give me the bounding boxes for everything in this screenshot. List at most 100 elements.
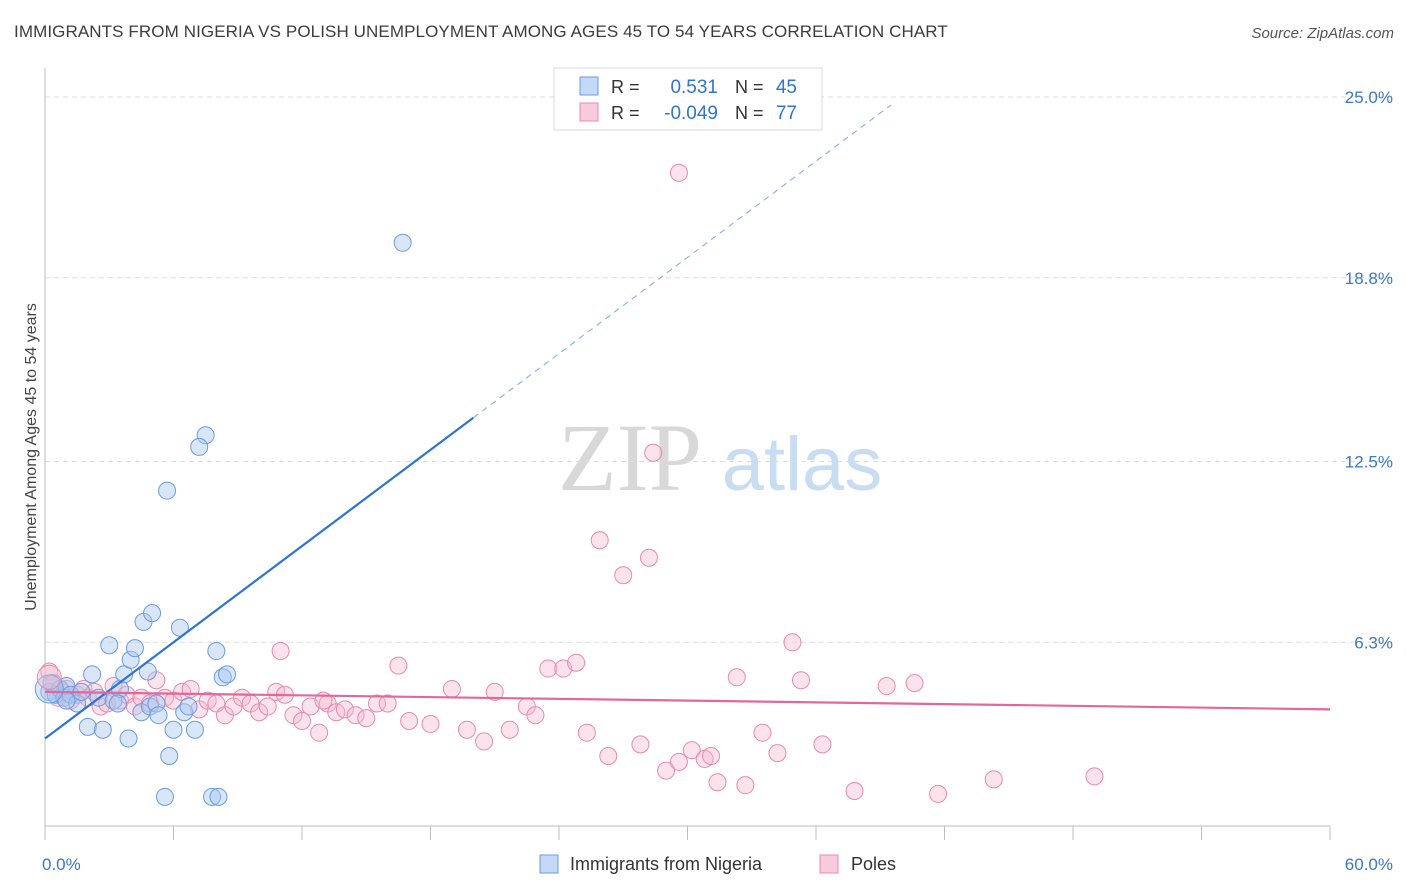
nigeria-point [78,717,97,736]
nigeria-point [218,665,237,684]
nigeria-trend-line [44,416,474,740]
poles-point [669,752,688,771]
poles-point [389,656,408,675]
nigeria-trend-extension [472,104,892,419]
chart-title: IMMIGRANTS FROM NIGERIA VS POLISH UNEMPL… [14,22,948,41]
nigeria-point [158,481,177,500]
poles-point [590,531,609,550]
y-tick-label: 6.3% [1354,633,1393,652]
poles-point [335,700,354,719]
poles-point [36,664,62,690]
poles-point [577,723,596,742]
gridlines [45,96,1393,643]
nigeria-point [93,720,112,739]
legend-swatch-blue [579,76,599,96]
y-tick-label: 18.8% [1345,269,1393,288]
poles-point [400,712,419,731]
nigeria-point [185,720,204,739]
poles-point [526,706,545,725]
watermark-zip: ZIP [558,404,702,511]
y-axis-label: Unemployment Among Ages 45 to 54 years [23,303,40,611]
nigeria-point [203,787,222,806]
poles-point [310,723,329,742]
poles-point [293,712,311,731]
poles-point [727,668,746,687]
poles-point [753,723,772,742]
nigeria-point [125,639,144,658]
poles-point [644,443,663,462]
nigeria-point [138,662,157,681]
legend-n-label: N = [735,103,764,123]
nigeria-point [143,604,162,623]
legend-swatch-nigeria [539,854,559,874]
poles-point [567,653,586,672]
nigeria-point [68,694,87,713]
poles-point [367,694,386,713]
nigeria-point [119,729,138,748]
legend-n-value: 45 [776,77,797,98]
poles-point [500,720,519,739]
series-legend: Immigrants from Nigeria Poles [539,854,896,874]
nigeria-point [121,650,140,669]
nigeria-point [196,426,215,445]
legend-n-value: 77 [776,103,797,124]
poles-point [877,677,896,696]
poles-point [657,761,676,780]
nigeria-point [108,694,127,713]
tick-labels: 6.3% 12.5% 18.8% 25.0% 0.0% 60.0% [42,88,1393,874]
poles-point [813,735,832,754]
legend-swatch-pink [579,102,599,122]
nigeria-point [160,747,179,766]
poles-point [258,697,277,716]
legend-r-label: R = [611,103,640,123]
nigeria-point [190,437,209,456]
legend-swatch-poles [819,854,839,874]
poles-point [702,747,721,766]
poles-point [1085,767,1104,786]
x-tick-label: 60.0% [1345,855,1393,874]
nigeria-point [155,787,174,806]
poles-point [792,671,811,690]
poles-point [475,732,494,751]
poles-point [845,782,864,801]
source-label: Source: ZipAtlas.com [1251,25,1394,42]
legend-item-nigeria: Immigrants from Nigeria [570,854,763,874]
poles-point [485,682,504,701]
poles-point [736,776,755,795]
nigeria-point [207,642,226,661]
poles-point [539,659,558,678]
poles-point [271,642,290,661]
poles-point [768,744,787,763]
legend-item-poles: Poles [851,854,896,874]
poles-point [631,735,650,754]
nigeria-point [209,787,228,806]
legend-r-value: -0.049 [664,103,718,124]
poles-point [614,566,633,585]
nigeria-point [393,233,412,252]
legend-r-value: 0.531 [670,77,718,98]
nigeria-point [164,720,183,739]
stats-legend: R = 0.531 N = 45 R = -0.049 N = 77 [553,67,823,131]
poles-point [599,747,618,766]
poles-point [669,163,688,182]
poles-trend-line [44,690,1331,711]
poles-point [421,714,440,733]
poles-point [929,784,948,803]
nigeria-point [179,697,198,716]
nigeria-point [83,665,102,684]
poles-point [639,548,658,567]
poles-point [783,633,802,652]
poles-point [457,720,476,739]
nigeria-point [149,706,168,725]
poles-point [708,773,727,792]
poles-point [442,679,461,698]
poles-point [378,694,397,713]
poles-point [357,709,376,728]
legend-n-label: N = [735,77,764,97]
watermark-atlas: atlas [722,422,883,507]
y-tick-label: 12.5% [1345,453,1393,472]
poles-point [905,674,924,693]
poles-point [984,770,1003,789]
y-tick-label: 25.0% [1345,88,1393,107]
